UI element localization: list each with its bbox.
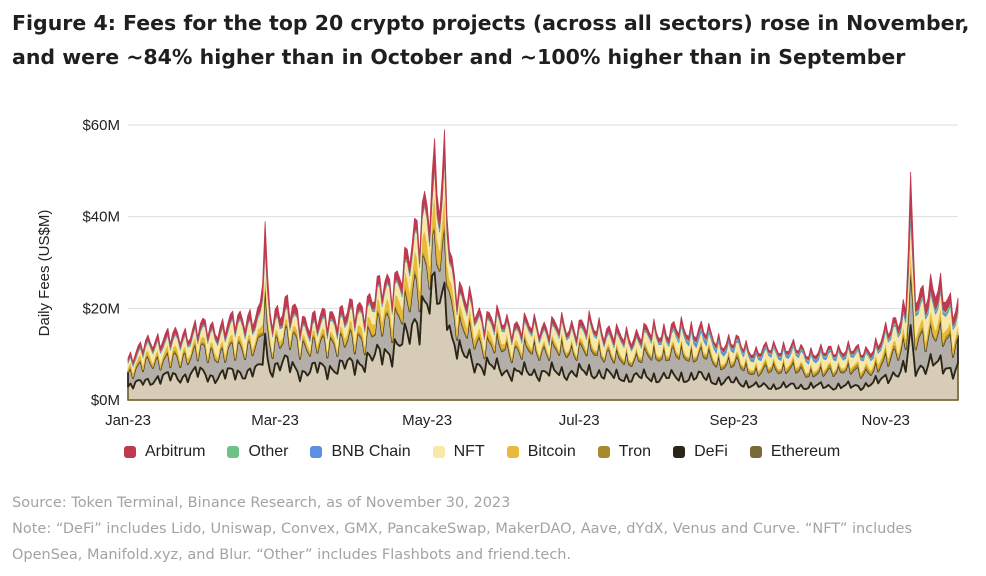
legend-swatch <box>749 446 762 458</box>
x-tick-label: Mar-23 <box>251 412 299 429</box>
y-tick-label: $40M <box>82 209 120 226</box>
legend-item-tron: Tron <box>597 443 652 461</box>
x-tick-label: Jan-23 <box>105 412 151 429</box>
legend-swatch <box>310 446 323 458</box>
legend-item-bitcoin: Bitcoin <box>506 443 576 461</box>
legend-item-other: Other <box>227 443 288 461</box>
legend-label: Bitcoin <box>527 443 576 460</box>
legend-item-defi: DeFi <box>673 443 728 461</box>
y-tick-label: $0M <box>91 392 120 409</box>
legend-label: Other <box>248 443 289 460</box>
chart-legend: Arbitrum Other BNB Chain NFT Bitcoin Tron DeFi… <box>124 440 862 464</box>
legend-label: DeFi <box>694 443 728 460</box>
y-axis-label: Daily Fees (US$M) <box>36 210 53 337</box>
legend-label: BNB Chain <box>331 443 411 460</box>
x-tick-label: Sep-23 <box>709 412 757 429</box>
x-tick-labels: Jan-23 Mar-23 May-23 Jul-23 Sep-23 Nov-23 <box>105 412 910 429</box>
x-tick-label: May-23 <box>402 412 452 429</box>
area-series-arbitrum <box>127 129 959 365</box>
legend-swatch <box>432 446 445 458</box>
legend-swatch <box>124 446 136 458</box>
definitions-note: Note: “DeFi” includes Lido, Uniswap, Con… <box>12 521 913 563</box>
y-tick-label: $60M <box>82 117 120 134</box>
legend-label: Ethereum <box>770 443 841 460</box>
legend-swatch <box>673 446 686 458</box>
y-tick-label: $20M <box>82 300 120 317</box>
stacked-area-chart: $0M $20M $40M $60M Jan-23 Mar-23 May-23 Jul-23… <box>36 117 959 429</box>
legend-swatch <box>506 446 519 458</box>
area-series-nft <box>127 156 959 374</box>
legend-label: Arbitrum <box>145 443 206 460</box>
source-note: Source: Token Terminal, Binance Research… <box>12 495 511 511</box>
footnotes: Source: Token Terminal, Binance Research… <box>12 490 977 568</box>
figure-title: Figure 4: Fees for the top 20 crypto pro… <box>12 11 970 69</box>
legend-swatch <box>227 446 240 458</box>
x-tick-label: Jul-23 <box>559 412 600 429</box>
x-tick-label: Nov-23 <box>862 412 910 429</box>
legend-item-arbitrum: Arbitrum <box>124 443 205 461</box>
legend-item-bnb-chain: BNB Chain <box>310 443 411 461</box>
y-tick-labels: $0M $20M $40M $60M <box>82 117 120 409</box>
legend-item-nft: NFT <box>432 443 485 461</box>
area-layers <box>127 129 959 401</box>
legend-item-ethereum: Ethereum <box>749 443 841 461</box>
legend-label: NFT <box>453 443 485 460</box>
legend-swatch <box>597 446 610 458</box>
legend-label: Tron <box>618 443 652 460</box>
